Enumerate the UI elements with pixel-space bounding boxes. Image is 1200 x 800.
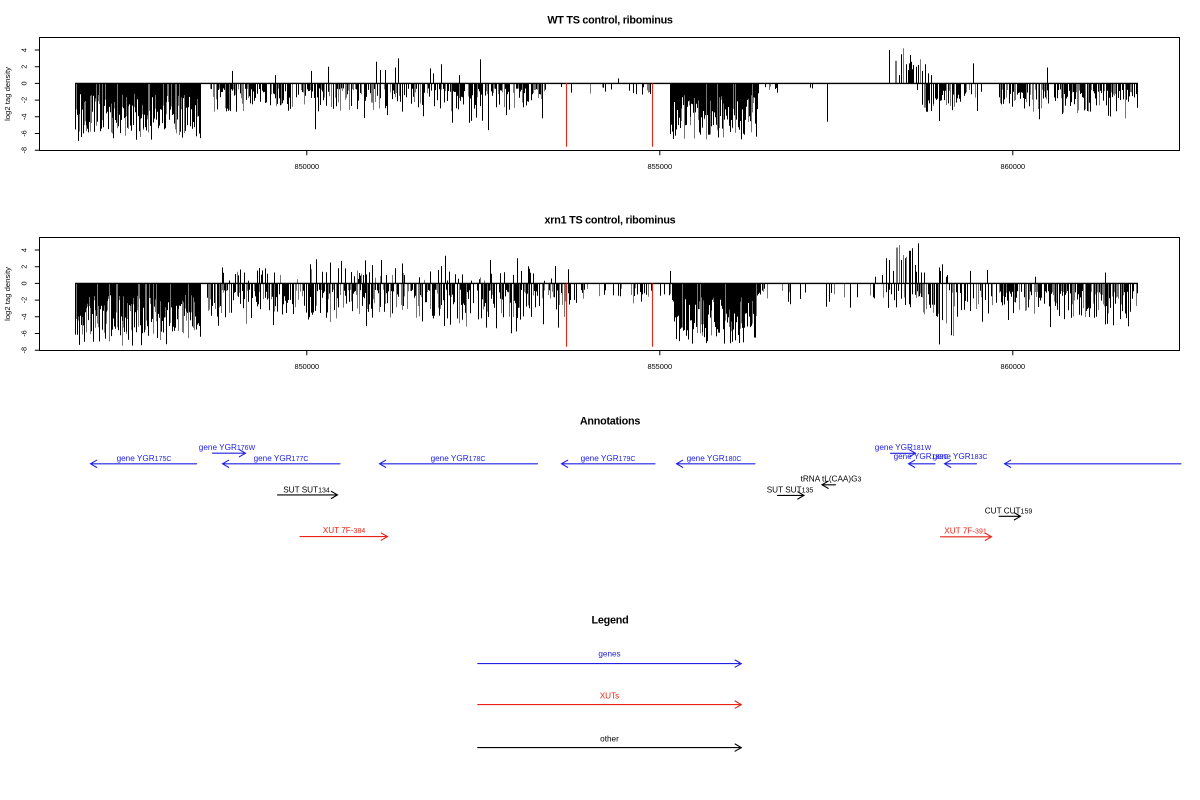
svg-text:XUTs: XUTs — [600, 691, 620, 700]
svg-text:XUT 7F-384: XUT 7F-384 — [323, 526, 366, 535]
svg-text:855000: 855000 — [647, 162, 672, 171]
svg-text:Annotations: Annotations — [580, 415, 640, 427]
svg-text:gene YGR175C: gene YGR175C — [117, 454, 172, 463]
svg-text:-2: -2 — [20, 97, 29, 104]
svg-text:-8: -8 — [20, 147, 29, 154]
svg-text:855000: 855000 — [647, 362, 672, 371]
svg-text:log2 tag density: log2 tag density — [3, 267, 12, 321]
svg-text:-4: -4 — [20, 114, 29, 121]
svg-text:Legend: Legend — [592, 615, 629, 627]
svg-text:-4: -4 — [20, 314, 29, 321]
svg-text:4: 4 — [20, 48, 29, 52]
svg-text:0: 0 — [20, 281, 29, 285]
svg-text:WT TS control, ribominus: WT TS control, ribominus — [547, 14, 673, 26]
svg-text:850000: 850000 — [294, 362, 319, 371]
svg-text:gene YGR183C: gene YGR183C — [933, 452, 988, 461]
svg-text:-2: -2 — [20, 297, 29, 304]
svg-text:gene YGR178C: gene YGR178C — [431, 454, 486, 463]
svg-text:tRNA tL(CAA)G3: tRNA tL(CAA)G3 — [801, 474, 862, 483]
svg-text:XUT 7F-391: XUT 7F-391 — [944, 527, 987, 536]
svg-text:SUT SUT134: SUT SUT134 — [283, 485, 330, 494]
svg-text:other: other — [600, 734, 619, 743]
svg-text:gene YGR179C: gene YGR179C — [581, 454, 636, 463]
svg-text:0: 0 — [20, 81, 29, 85]
svg-text:-6: -6 — [20, 330, 29, 337]
svg-text:2: 2 — [20, 65, 29, 69]
svg-text:CUT CUT159: CUT CUT159 — [985, 506, 1033, 515]
svg-text:SUT SUT135: SUT SUT135 — [767, 485, 814, 494]
svg-text:gene YGR182C: gene YGR182C — [894, 452, 949, 461]
svg-text:log2 tag density: log2 tag density — [3, 67, 12, 121]
svg-text:gene YGR176W: gene YGR176W — [199, 443, 256, 452]
svg-text:850000: 850000 — [294, 162, 319, 171]
svg-text:xrn1 TS control, ribominus: xrn1 TS control, ribominus — [545, 214, 676, 226]
svg-text:gene YGR177C: gene YGR177C — [254, 454, 309, 463]
svg-text:gene YGR181W: gene YGR181W — [875, 443, 932, 452]
svg-text:gene YGR180C: gene YGR180C — [687, 454, 742, 463]
svg-text:genes: genes — [598, 650, 620, 659]
svg-text:-6: -6 — [20, 130, 29, 137]
svg-text:860000: 860000 — [1000, 162, 1025, 171]
svg-text:-8: -8 — [20, 347, 29, 354]
svg-text:4: 4 — [20, 248, 29, 252]
svg-text:2: 2 — [20, 265, 29, 269]
svg-text:860000: 860000 — [1000, 362, 1025, 371]
